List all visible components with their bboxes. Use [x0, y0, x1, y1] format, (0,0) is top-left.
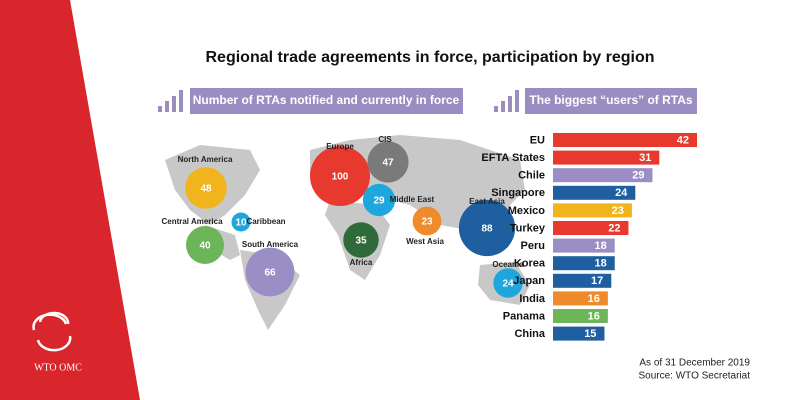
bubble-value: 40 — [199, 241, 211, 252]
bar-value: 18 — [594, 240, 606, 252]
bubble-value: 100 — [332, 172, 349, 183]
bubble — [412, 206, 442, 236]
bar-label: Mexico — [508, 205, 546, 217]
bar-value: 17 — [591, 275, 603, 287]
bar-value: 16 — [588, 293, 600, 305]
header-icon — [158, 90, 519, 112]
bar-value: 22 — [608, 222, 620, 234]
bar-label: EU — [530, 134, 545, 146]
bubble-value: 24 — [502, 279, 514, 290]
bubble-value: 29 — [373, 196, 385, 207]
note: Source: WTO Secretariat — [638, 371, 750, 382]
bubble — [310, 146, 370, 206]
bubble — [362, 183, 396, 217]
bar — [553, 273, 612, 288]
bubble-value: 10 — [235, 218, 247, 229]
bar-value: 24 — [615, 187, 628, 199]
region-label: West Asia — [406, 237, 444, 246]
bar-label: Singapore — [491, 187, 545, 199]
map-header — [190, 88, 463, 114]
bar — [553, 150, 660, 165]
bubble — [231, 212, 251, 232]
bar-value: 23 — [612, 205, 624, 217]
bubble — [343, 222, 379, 258]
wto-logo — [32, 311, 72, 352]
region-label: Central America — [161, 217, 223, 226]
bar — [553, 221, 629, 235]
bar-label: Panama — [503, 310, 546, 322]
bubble-value: 35 — [355, 236, 367, 247]
region-label: Africa — [350, 258, 373, 267]
red-band — [0, 0, 140, 400]
region-label: Caribbean — [246, 217, 285, 226]
bar — [553, 309, 608, 323]
bubble — [185, 167, 227, 209]
bar-value: 42 — [677, 134, 689, 146]
bar-value: 31 — [639, 152, 651, 164]
bubble — [186, 226, 224, 264]
bubble — [367, 141, 409, 183]
bar — [553, 203, 632, 218]
region-label: Oceania — [492, 260, 524, 269]
bubble — [245, 247, 295, 297]
bar-value: 29 — [632, 170, 644, 182]
bar-label: Chile — [518, 170, 545, 182]
bar-value: 16 — [588, 310, 600, 322]
logo-text: WTO OMC — [34, 362, 82, 373]
bar-title: The biggest “users” of RTAs — [529, 93, 692, 107]
region-label: Europe — [326, 142, 354, 151]
bubble — [493, 268, 523, 298]
bar-label: EFTA States — [481, 152, 545, 164]
bar — [553, 168, 653, 183]
bubble — [458, 199, 516, 257]
bubble-value: 23 — [421, 217, 433, 228]
bubble-value: 88 — [481, 224, 493, 235]
bar — [553, 238, 615, 253]
bar-label: India — [519, 293, 546, 305]
bar — [553, 185, 636, 200]
title: Regional trade agreements in force, part… — [206, 49, 655, 66]
region-label: East Asia — [469, 197, 505, 206]
bar — [553, 326, 605, 341]
bubble-value: 47 — [382, 158, 394, 169]
bar — [553, 133, 698, 147]
bar-value: 18 — [594, 258, 606, 270]
bar-label: Korea — [514, 258, 546, 270]
note: As of 31 December 2019 — [639, 358, 750, 369]
bar-header — [525, 88, 697, 114]
bar — [553, 256, 615, 271]
bar-value: 15 — [584, 328, 596, 340]
bar-label: Turkey — [510, 222, 546, 234]
bubble-value: 48 — [200, 184, 212, 195]
region-label: North America — [178, 155, 233, 164]
bar-label: Japan — [513, 275, 545, 287]
region-label: Middle East — [390, 195, 435, 204]
region-label: South America — [242, 240, 299, 249]
bar-label: China — [514, 328, 545, 340]
bar-label: Peru — [521, 240, 545, 252]
region-label: CIS — [378, 135, 392, 144]
bar — [553, 291, 608, 306]
bubble-value: 66 — [264, 268, 276, 279]
map-title: Number of RTAs notified and currently in… — [193, 93, 460, 107]
